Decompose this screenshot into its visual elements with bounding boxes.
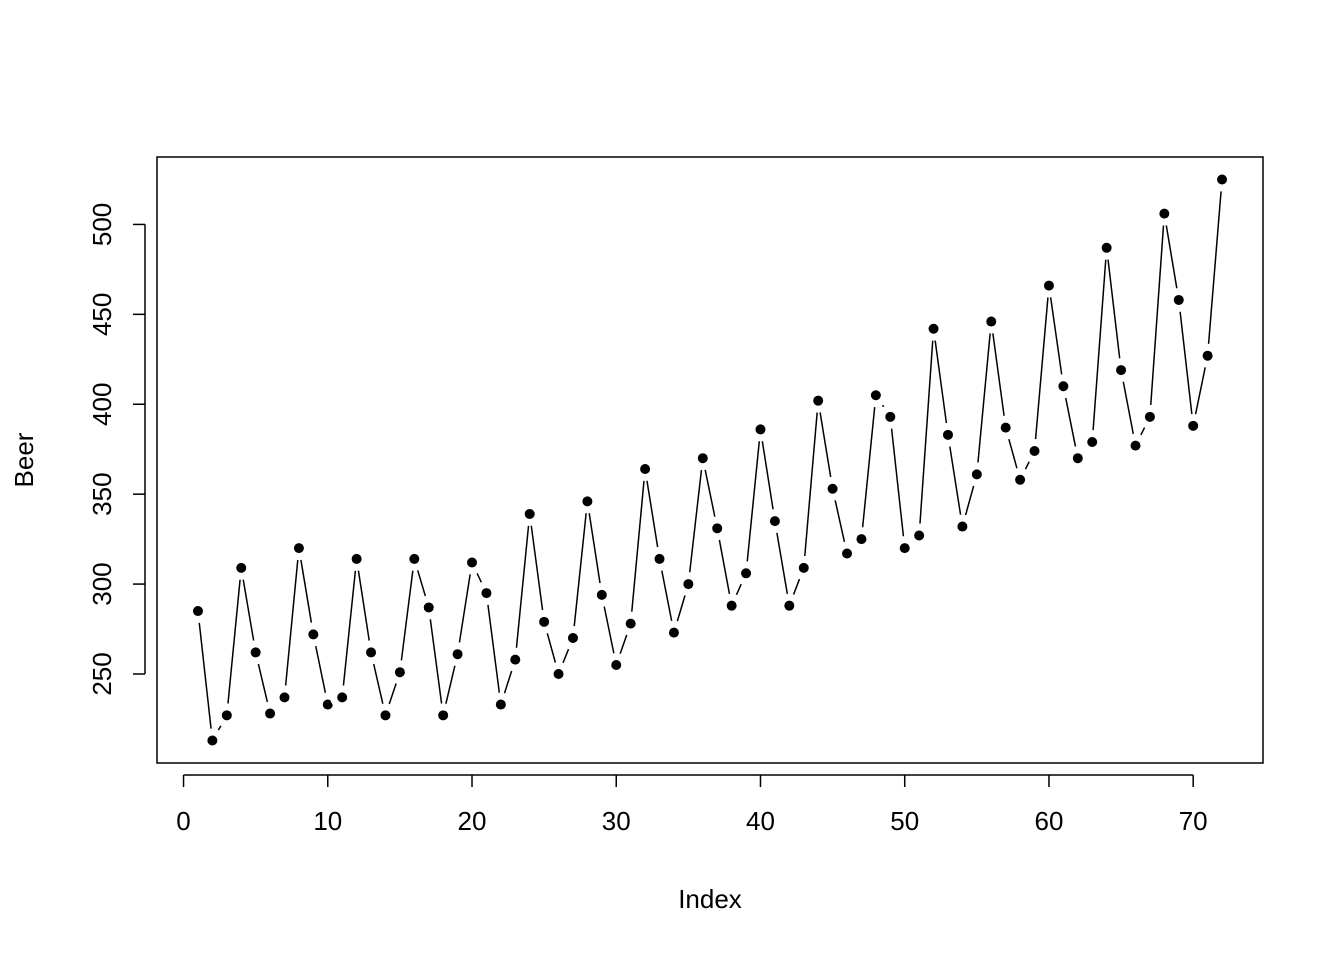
point [279,692,290,703]
point [928,323,939,334]
x-tick-label: 10 [313,806,342,836]
point [293,543,304,554]
x-tick-label: 40 [746,806,775,836]
point [438,710,449,721]
point [192,606,203,617]
point [798,562,809,573]
point [1043,280,1054,291]
point [467,557,478,568]
point [1087,437,1098,448]
point [625,618,636,629]
point [265,708,276,719]
point [1217,174,1228,185]
y-tick-label: 400 [87,383,117,426]
point [452,649,463,660]
point [322,699,333,710]
point [1188,420,1199,431]
point [553,668,564,679]
point [1202,350,1213,361]
point [1130,440,1141,451]
y-tick-label: 350 [87,472,117,515]
point [769,516,780,527]
point [221,710,232,721]
point [885,411,896,422]
point [481,588,492,599]
x-tick-label: 20 [458,806,487,836]
x-tick-label: 0 [176,806,190,836]
point [668,627,679,638]
point [842,548,853,559]
point [697,453,708,464]
point [784,600,795,611]
point [567,633,578,644]
point [1116,365,1127,376]
x-tick-label: 50 [890,806,919,836]
point [914,530,925,541]
point [351,553,362,564]
point [495,699,506,710]
point [942,429,953,440]
data-line [197,179,1223,743]
point [856,534,867,545]
y-tick-label: 500 [87,203,117,246]
point [423,602,434,613]
point [1015,474,1026,485]
x-axis-label: Index [678,884,742,914]
y-tick-label: 450 [87,293,117,336]
point [813,395,824,406]
point [582,496,593,507]
point [1173,294,1184,305]
point [1144,411,1155,422]
point [712,523,723,534]
point [870,390,881,401]
point [726,600,737,611]
point [741,568,752,579]
point [250,647,261,658]
point [986,316,997,327]
point [1000,422,1011,433]
point [394,667,405,678]
point [899,543,910,554]
point [510,654,521,665]
point [654,553,665,564]
point [308,629,319,640]
point [596,589,607,600]
point [1058,381,1069,392]
point [539,616,550,627]
point [1029,446,1040,457]
x-tick-label: 30 [602,806,631,836]
point [971,469,982,480]
y-tick-label: 300 [87,562,117,605]
point [1101,242,1112,253]
plot-frame [156,156,1264,764]
point [1159,208,1170,219]
point [409,553,420,564]
point [366,647,377,658]
point [524,508,535,519]
point [957,521,968,532]
point [380,710,391,721]
y-tick-label: 250 [87,652,117,695]
x-tick-label: 60 [1034,806,1063,836]
x-tick-label: 70 [1179,806,1208,836]
point [827,483,838,494]
point [640,463,651,474]
y-axis-label: Beer [9,432,39,487]
point [683,579,694,590]
point [236,562,247,573]
point [755,424,766,435]
point [207,735,218,746]
point [611,659,622,670]
point [337,692,348,703]
point [1072,453,1083,464]
